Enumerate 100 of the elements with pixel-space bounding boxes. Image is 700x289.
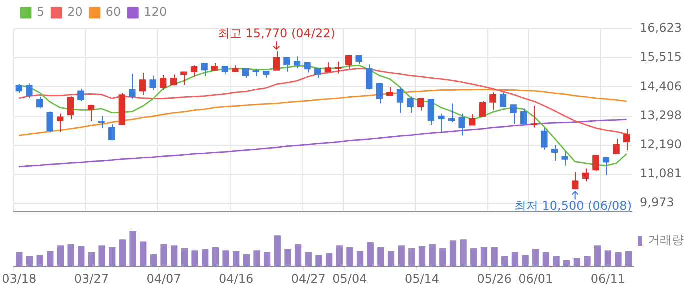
candlestick bbox=[190, 65, 198, 78]
candlestick bbox=[129, 73, 136, 100]
candlestick bbox=[324, 62, 332, 72]
candlestick bbox=[479, 101, 486, 118]
candlestick bbox=[57, 113, 64, 132]
bar bbox=[502, 256, 508, 267]
bar bbox=[192, 250, 198, 267]
bar bbox=[480, 247, 488, 267]
candlestick bbox=[562, 151, 568, 166]
candlestick bbox=[98, 116, 105, 129]
candlestick bbox=[541, 128, 548, 150]
bar bbox=[284, 250, 292, 267]
y-tick-label: 16,623 bbox=[640, 21, 682, 36]
bar bbox=[542, 252, 550, 267]
x-tick-label: 04/07 bbox=[146, 272, 182, 286]
bar bbox=[346, 247, 354, 267]
candlestick bbox=[180, 72, 188, 86]
candlestick bbox=[108, 124, 116, 142]
bar bbox=[109, 247, 116, 267]
candlestick bbox=[458, 113, 466, 136]
candlestick bbox=[376, 82, 383, 104]
bar bbox=[305, 252, 312, 267]
bar bbox=[564, 260, 570, 267]
bar bbox=[130, 231, 136, 267]
legend-label: 120 bbox=[144, 5, 168, 20]
bar bbox=[16, 252, 23, 267]
candlestick bbox=[242, 68, 250, 79]
bar bbox=[574, 258, 581, 267]
bar bbox=[202, 250, 209, 267]
bar bbox=[294, 244, 302, 267]
bar bbox=[181, 248, 188, 267]
candlestick bbox=[520, 108, 528, 126]
candlestick bbox=[201, 62, 208, 77]
bar bbox=[440, 248, 446, 267]
bar bbox=[408, 248, 416, 267]
bar bbox=[326, 253, 333, 267]
bar bbox=[388, 251, 395, 267]
bar bbox=[274, 236, 281, 267]
x-tick-label: 05/04 bbox=[332, 272, 368, 286]
candlestick bbox=[170, 74, 177, 86]
candlestick bbox=[67, 96, 74, 120]
bar bbox=[222, 250, 230, 267]
x-tick-label: 04/27 bbox=[291, 272, 326, 286]
bar bbox=[140, 242, 147, 267]
bar bbox=[212, 247, 219, 267]
bar bbox=[88, 252, 96, 267]
bar bbox=[160, 244, 168, 267]
candlestick bbox=[294, 56, 301, 69]
candlestick bbox=[46, 111, 54, 134]
bar bbox=[57, 246, 64, 267]
y-tick-label: 9,973 bbox=[640, 196, 674, 210]
bar bbox=[626, 251, 632, 267]
legend-label: 5 bbox=[37, 5, 45, 20]
bar bbox=[264, 252, 271, 267]
bar bbox=[316, 255, 322, 267]
legend-label: 60 bbox=[106, 5, 122, 20]
bar bbox=[26, 256, 34, 267]
bar bbox=[243, 254, 250, 267]
candlestick bbox=[78, 88, 84, 102]
candlestick bbox=[438, 113, 445, 134]
annotation: 최고 15,770 (04/22) bbox=[218, 26, 336, 41]
candlestick bbox=[36, 96, 44, 110]
bar bbox=[119, 240, 126, 267]
y-tick-label: 15,515 bbox=[640, 50, 682, 64]
y-tick-label: 12,190 bbox=[640, 138, 682, 152]
bar bbox=[532, 250, 540, 267]
bar bbox=[450, 240, 457, 267]
candlestick bbox=[150, 75, 156, 91]
bar bbox=[470, 248, 478, 267]
bar bbox=[418, 246, 426, 267]
candlestick bbox=[624, 128, 630, 151]
bar bbox=[367, 242, 374, 267]
candlestick bbox=[510, 104, 517, 125]
bar bbox=[47, 251, 54, 267]
bar bbox=[429, 244, 436, 267]
bar bbox=[398, 246, 405, 267]
candlestick bbox=[396, 86, 404, 114]
bar bbox=[378, 247, 384, 267]
candlestick bbox=[418, 98, 424, 112]
bar bbox=[232, 251, 240, 267]
candlestick bbox=[366, 64, 373, 90]
bar bbox=[594, 246, 602, 267]
bar bbox=[254, 250, 260, 267]
x-tick-label: 04/16 bbox=[219, 272, 254, 286]
y-tick-label: 11,081 bbox=[640, 166, 682, 181]
candlestick bbox=[551, 144, 558, 162]
candlestick bbox=[469, 114, 476, 126]
bar bbox=[150, 254, 158, 267]
candlestick bbox=[613, 138, 620, 155]
candlestick bbox=[500, 92, 507, 108]
bar bbox=[98, 246, 106, 267]
bar bbox=[36, 255, 44, 267]
candlestick bbox=[284, 57, 290, 72]
bar bbox=[460, 240, 467, 267]
bar bbox=[78, 246, 85, 267]
legend-label: 거래량 bbox=[648, 233, 684, 248]
bar bbox=[615, 252, 622, 267]
candlestick bbox=[304, 62, 311, 74]
bar bbox=[522, 255, 529, 267]
x-tick-label: 05/14 bbox=[404, 272, 440, 286]
